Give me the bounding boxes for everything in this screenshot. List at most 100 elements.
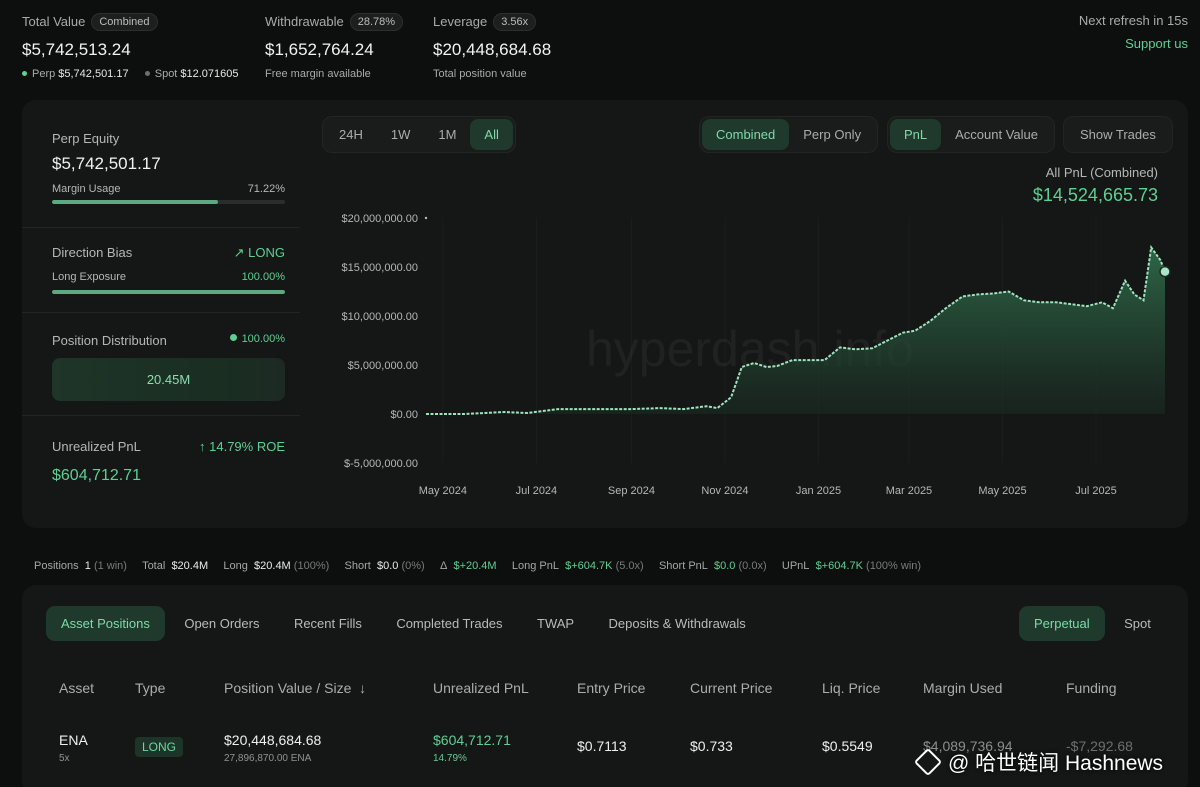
mode-combined[interactable]: Combined — [702, 119, 790, 150]
col-asset[interactable]: Asset — [59, 680, 95, 696]
total-value-stat: Total Value Combined $5,742,513.24 Perp $5… — [22, 13, 239, 80]
spot-label: Spot — [154, 68, 178, 80]
long-value: $20.4M — [254, 560, 291, 572]
chart-summary: All PnL (Combined) $14,524,665.73 — [1033, 165, 1158, 206]
funding: -$7,292.68 — [1066, 738, 1133, 754]
tab-asset-positions[interactable]: Asset Positions — [46, 606, 165, 641]
asset-name: ENA — [59, 732, 88, 748]
row-unrealized-pnl: $604,712.71 — [433, 732, 511, 748]
position-value: $20,448,684.68 — [224, 732, 322, 748]
distribution-bar[interactable]: 20.45M — [52, 358, 285, 401]
metric-pnl[interactable]: PnL — [890, 119, 942, 150]
type-badge: LONG — [135, 737, 184, 757]
refresh-countdown: Next refresh in 15s — [1078, 13, 1188, 28]
metric-account-value[interactable]: Account Value — [955, 127, 1039, 142]
position-size: 27,896,870.00 ENA — [224, 753, 312, 764]
margin-usage-bar — [52, 200, 285, 204]
perp-label: Perp — [32, 68, 56, 80]
direction-bias-label: Direction Bias — [52, 245, 133, 260]
direction-bias-section: Direction Bias ↗ LONG Long Exposure 100.… — [52, 245, 285, 294]
unrealized-pnl-label: Unrealized PnL — [52, 439, 141, 454]
range-1w[interactable]: 1W — [390, 127, 411, 142]
margin-usage-value: 71.22% — [247, 183, 285, 195]
long-exposure-value: 100.00% — [241, 271, 285, 283]
entry-price: $0.7113 — [577, 738, 627, 754]
long-exposure-label: Long Exposure — [52, 271, 126, 283]
support-link[interactable]: Support us — [1125, 36, 1188, 51]
margin-usage-fill — [52, 200, 218, 204]
withdrawable-badge: 28.78% — [349, 13, 404, 31]
total-label: Total — [142, 560, 166, 572]
col-margin-used[interactable]: Margin Used — [923, 680, 1003, 696]
x-tick-label: Mar 2025 — [886, 485, 932, 497]
range-selector: 24H 1W 1M All — [322, 116, 516, 153]
hashnews-watermark-text: @ 哈世链闻 Hashnews — [948, 752, 1164, 775]
col-funding[interactable]: Funding — [1066, 680, 1117, 696]
tab-recent-fills[interactable]: Recent Fills — [293, 616, 362, 631]
upnl-value: $+604.7K — [815, 560, 863, 572]
x-tick-label: Jan 2025 — [796, 485, 841, 497]
unrealized-roe: 14.79% ROE — [209, 439, 285, 454]
col-entry-price[interactable]: Entry Price — [577, 680, 646, 696]
tab-deposits-withdrawals[interactable]: Deposits & Withdrawals — [608, 616, 746, 631]
tab-perpetual[interactable]: Perpetual — [1019, 606, 1105, 641]
combined-badge: Combined — [91, 13, 158, 31]
hashnews-watermark: @ 哈世链闻 Hashnews — [913, 747, 1198, 777]
sort-down-icon: ↓ — [359, 680, 367, 696]
unrealized-pnl-value: $604,712.71 — [52, 467, 141, 484]
long-label: Long — [223, 560, 248, 572]
tab-spot[interactable]: Spot — [1124, 616, 1151, 631]
tab-completed-trades[interactable]: Completed Trades — [396, 616, 503, 631]
divider — [22, 415, 300, 416]
short-note: (0%) — [401, 560, 425, 572]
withdrawable-label: Withdrawable — [265, 14, 344, 29]
tab-twap[interactable]: TWAP — [537, 616, 575, 631]
range-1m[interactable]: 1M — [438, 127, 457, 142]
chart-pnl-value: $14,524,665.73 — [1032, 185, 1158, 205]
x-tick-label: Nov 2024 — [701, 485, 748, 497]
show-trades-button[interactable]: Show Trades — [1080, 127, 1156, 142]
y-tick-label: $20,000,000.00 — [342, 213, 418, 225]
distribution-dot-icon — [229, 334, 237, 341]
position-distribution-label: Position Distribution — [52, 333, 167, 348]
total-value: $5,742,513.24 — [22, 40, 131, 59]
positions-panel — [22, 585, 1188, 787]
delta-value: $+20.4M — [453, 560, 497, 572]
col-current-price[interactable]: Current Price — [690, 680, 773, 696]
range-all[interactable]: All — [470, 119, 513, 150]
liq-price: $0.5549 — [822, 738, 873, 754]
y-tick-label: $15,000,000.00 — [342, 262, 418, 274]
col-liq-price[interactable]: Liq. Price — [822, 680, 881, 696]
leverage-sub: Total position value — [433, 68, 527, 80]
pnl-chart[interactable]: hyperdash.info $20,000,000.00$15,000,000… — [320, 200, 1180, 510]
row-unrealized-pnl-pct: 14.79% — [433, 753, 467, 764]
perp-equity-section: Perp Equity $5,742,501.17 Margin Usage 7… — [52, 131, 285, 204]
perp-equity-value: $5,742,501.17 — [52, 154, 161, 173]
delta-label: Δ — [439, 560, 448, 572]
position-tabs: Asset Positions Open Orders Recent Fills… — [46, 606, 761, 641]
long-exposure-bar — [52, 290, 285, 294]
col-position-value[interactable]: Position Value / Size ↓ — [224, 680, 366, 696]
leverage-label: Leverage — [433, 14, 488, 29]
range-24h[interactable]: 24H — [339, 127, 363, 142]
col-unrealized-pnl[interactable]: Unrealized PnL — [433, 680, 529, 696]
leverage-stat: Leverage 3.56x $20,448,684.68 Total posit… — [433, 13, 551, 80]
y-tick-label: $10,000,000.00 — [342, 311, 418, 323]
axis-top-marker — [424, 216, 428, 220]
spot-dot-icon — [144, 71, 150, 76]
x-tick-label: Jul 2024 — [516, 485, 558, 497]
mode-selector: Combined Perp Only — [699, 116, 879, 153]
perp-value: $5,742,501.17 — [58, 68, 129, 80]
total-value-label: Total Value — [22, 14, 86, 29]
table-row[interactable]: ENA 5x LONG $20,448,684.68 27,896,870.00… — [0, 718, 1200, 778]
mode-perp-only[interactable]: Perp Only — [803, 127, 862, 142]
tab-open-orders[interactable]: Open Orders — [184, 616, 260, 631]
pnl-current-point[interactable] — [1159, 265, 1171, 278]
position-distribution-section: Position Distribution 100.00% 20.45M — [52, 333, 285, 401]
withdrawable-sub: Free margin available — [265, 68, 371, 80]
pnl-area — [426, 247, 1165, 414]
withdrawable-value: $1,652,764.24 — [265, 40, 374, 59]
col-type[interactable]: Type — [135, 680, 166, 696]
long-note: (100%) — [293, 560, 330, 572]
metric-selector: PnL Account Value — [887, 116, 1056, 153]
